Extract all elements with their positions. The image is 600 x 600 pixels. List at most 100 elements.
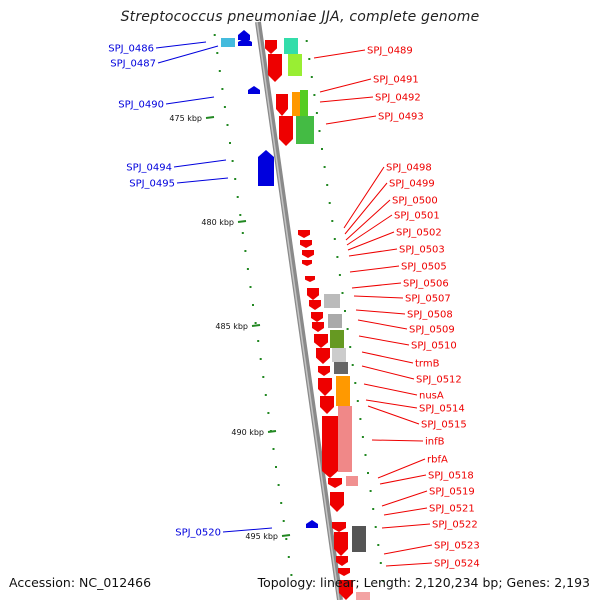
label-leader-line (345, 199, 391, 241)
forward-gene-arrow[interactable] (265, 40, 277, 54)
gene-label[interactable]: SPJ_0492 (375, 93, 421, 104)
label-leader-line (381, 523, 431, 529)
tick-dot-right (344, 310, 346, 312)
tick-dot-left (264, 394, 267, 396)
forward-gene-arrow[interactable] (338, 568, 350, 576)
gene-label[interactable]: SPJ_0494 (126, 163, 172, 174)
forward-gene-arrow[interactable] (316, 348, 330, 364)
label-leader-line (348, 248, 398, 257)
gene-label[interactable]: SPJ_0521 (429, 504, 475, 515)
label-leader-line (165, 96, 215, 105)
tick-dot-left (254, 322, 257, 324)
feature-bar (292, 92, 300, 116)
tick-dot-right (377, 544, 380, 546)
forward-gene-arrow[interactable] (334, 532, 348, 556)
gene-label[interactable]: SPJ_0510 (411, 341, 457, 352)
forward-gene-arrow[interactable] (305, 276, 315, 282)
forward-gene-arrow[interactable] (311, 312, 323, 322)
gene-label[interactable]: rbfA (427, 455, 448, 466)
tick-dot-left (287, 556, 290, 558)
forward-gene-arrow[interactable] (322, 416, 338, 478)
gene-label[interactable]: SPJ_0487 (110, 59, 156, 70)
forward-gene-arrow[interactable] (320, 396, 334, 414)
gene-label[interactable]: SPJ_0520 (175, 528, 221, 539)
feature-bar (284, 38, 298, 54)
tick-dot-right (354, 382, 357, 384)
tick-dot-right (338, 274, 341, 276)
gene-label[interactable]: SPJ_0486 (108, 44, 154, 55)
forward-gene-arrow[interactable] (336, 556, 348, 566)
tick-dot-right (341, 292, 344, 294)
label-leader-line (319, 78, 372, 93)
label-leader-group (155, 41, 433, 567)
gene-label[interactable]: SPJ_0523 (434, 541, 480, 552)
kbp-tick-label: 485 kbp (215, 322, 248, 331)
tick-dot-left (267, 412, 270, 414)
gene-label[interactable]: trmB (415, 359, 440, 370)
gene-label[interactable]: SPJ_0499 (389, 179, 435, 190)
reverse-gene-arrow[interactable] (248, 86, 260, 94)
forward-gene-arrow[interactable] (339, 580, 353, 600)
gene-label[interactable]: SPJ_0518 (428, 471, 474, 482)
label-leader-line (371, 439, 424, 442)
gene-label[interactable]: SPJ_0502 (396, 228, 442, 239)
gene-label[interactable]: SPJ_0522 (432, 520, 478, 531)
forward-gene-arrow[interactable] (328, 478, 342, 488)
forward-gene-arrow[interactable] (332, 522, 346, 532)
gene-label[interactable]: SPJ_0490 (118, 100, 164, 111)
tick-dot-right (359, 418, 362, 420)
forward-gene-arrow[interactable] (279, 116, 293, 146)
gene-label[interactable]: SPJ_0505 (401, 262, 447, 273)
reverse-gene-arrow[interactable] (238, 30, 250, 40)
accession-text: Accession: NC_012466 (9, 575, 152, 590)
gene-label[interactable]: SPJ_0501 (394, 211, 440, 222)
forward-gene-arrow[interactable] (314, 334, 328, 348)
feature-bar (334, 362, 348, 374)
tick-dot-right (374, 526, 377, 528)
forward-gene-arrow[interactable] (298, 230, 310, 238)
forward-gene-arrow[interactable] (318, 366, 330, 376)
gene-label-group: SPJ_0486 SPJ_0487 SPJ_0490 SPJ_0494 SPJ_0495… (108, 44, 480, 570)
gene-label[interactable]: SPJ_0498 (386, 163, 432, 174)
kbp-tick-mark (281, 534, 291, 537)
gene-label[interactable]: nusA (419, 391, 444, 402)
gene-label[interactable]: SPJ_0503 (399, 245, 445, 256)
tick-dot-left (272, 448, 275, 450)
gene-label[interactable]: SPJ_0489 (367, 46, 413, 57)
gene-label[interactable]: SPJ_0500 (392, 196, 438, 207)
forward-gene-arrow[interactable] (307, 288, 319, 300)
feature-bar (330, 330, 344, 348)
tick-dot-right (382, 580, 385, 582)
reverse-gene-arrow[interactable] (258, 150, 274, 186)
kbp-tick-label: 495 kbp (245, 532, 278, 541)
gene-label[interactable]: SPJ_0493 (378, 112, 424, 123)
forward-gene-arrow[interactable] (300, 240, 312, 248)
gene-label[interactable]: SPJ_0507 (405, 294, 451, 305)
forward-gene-arrow[interactable] (330, 492, 344, 512)
gene-label[interactable]: SPJ_0506 (403, 279, 449, 290)
tick-dot-right (328, 202, 331, 204)
tick-dot-right (372, 508, 375, 510)
tick-dot-right (308, 58, 311, 60)
forward-gene-arrow[interactable] (309, 300, 321, 310)
forward-gene-arrow[interactable] (318, 378, 332, 396)
forward-gene-arrow[interactable] (276, 94, 288, 116)
gene-label[interactable]: SPJ_0524 (434, 559, 480, 570)
reverse-gene-arrow[interactable] (238, 38, 252, 46)
gene-label[interactable]: SPJ_0519 (429, 487, 475, 498)
gene-label[interactable]: SPJ_0512 (416, 375, 462, 386)
gene-label[interactable]: SPJ_0508 (407, 310, 453, 321)
gene-label[interactable]: infB (425, 437, 445, 448)
gene-label[interactable]: SPJ_0495 (129, 179, 175, 190)
gene-label[interactable]: SPJ_0491 (373, 75, 419, 86)
reverse-gene-arrow[interactable] (306, 520, 318, 528)
forward-gene-arrow[interactable] (302, 260, 312, 266)
tick-dot-right (361, 436, 364, 438)
gene-label[interactable]: SPJ_0509 (409, 325, 455, 336)
forward-gene-arrow[interactable] (302, 250, 314, 258)
topology-text: Topology: linear; Length: 2,120,234 bp; … (257, 575, 590, 590)
forward-gene-arrow[interactable] (312, 322, 324, 332)
forward-gene-arrow[interactable] (268, 54, 282, 82)
gene-label[interactable]: SPJ_0514 (419, 404, 465, 415)
gene-label[interactable]: SPJ_0515 (421, 420, 467, 431)
